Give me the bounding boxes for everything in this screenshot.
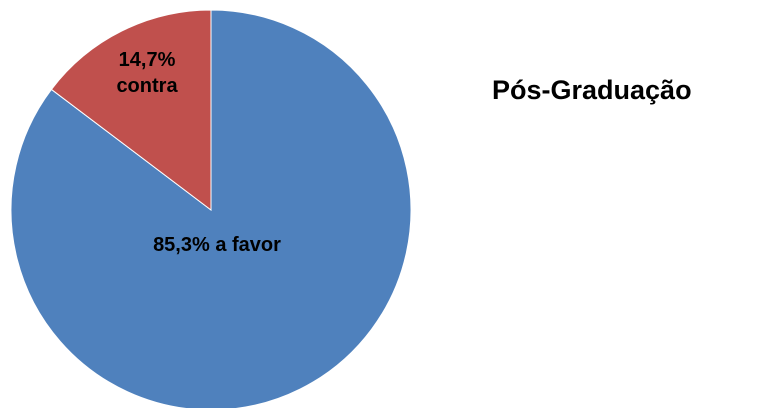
pie-slice-label-line: 14,7% [119, 49, 176, 71]
pie-slice-label-1: 14,7% contra [116, 49, 178, 97]
chart-title: Pós-Graduação [492, 75, 692, 105]
pie-slice-1 [50, 9, 212, 212]
pie-slice-0 [10, 9, 412, 408]
pie-slice-label-line: 85,3% a favor [153, 234, 281, 256]
pie-slice-label-line: contra [116, 75, 178, 97]
pie-labels: 85,3% a favor 14,7% contra [116, 49, 281, 256]
pie-slice-label-0: 85,3% a favor [153, 234, 281, 256]
pie-slices [10, 9, 412, 408]
